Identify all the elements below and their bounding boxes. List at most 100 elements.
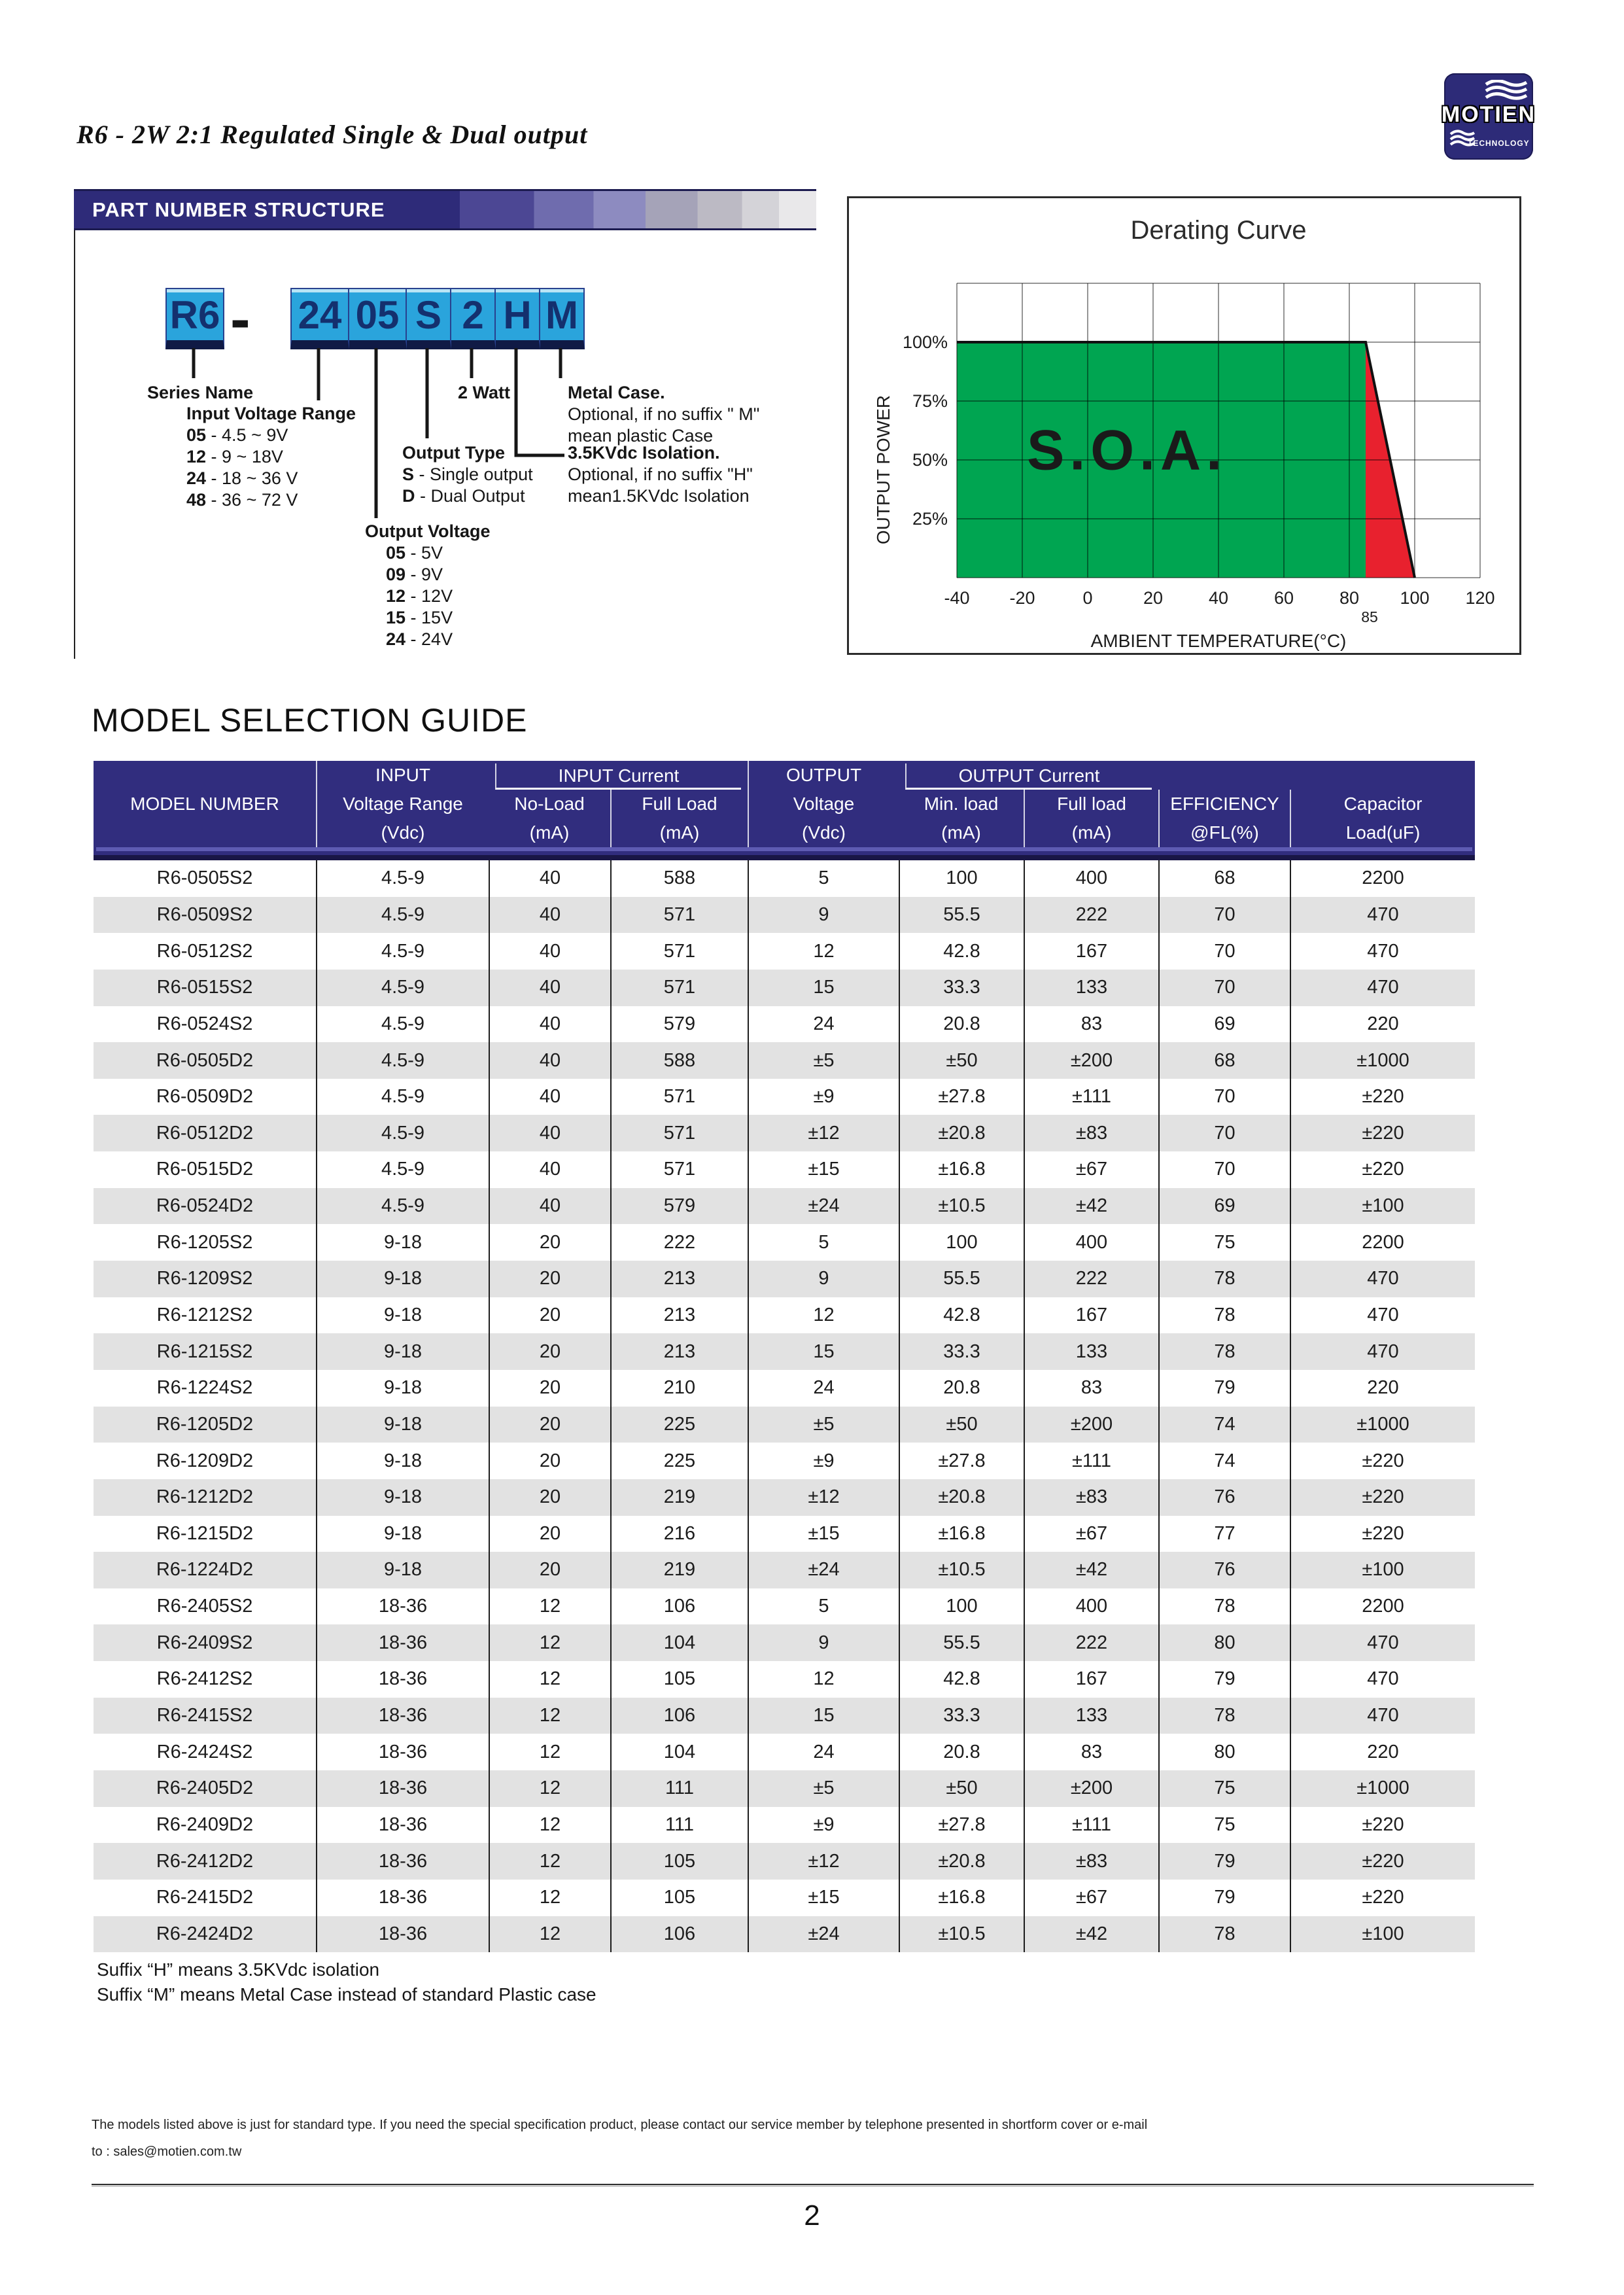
table-cell: ±67 [1024, 1515, 1158, 1552]
table-cell: 470 [1290, 933, 1475, 970]
x-tick-label: 60 [1274, 588, 1294, 608]
table-cell: 4.5-9 [316, 1078, 489, 1115]
table-cell: ±50 [899, 1770, 1024, 1807]
model-number-cell: R6-1212S2 [94, 1297, 316, 1334]
table-cell: 55.5 [899, 896, 1024, 934]
table-cell: 106 [610, 1916, 748, 1953]
x-tick-label: 40 [1209, 588, 1228, 608]
table-cell: 83 [1024, 1734, 1158, 1771]
table-cell: 78 [1158, 1261, 1290, 1297]
table-cell: 20 [489, 1333, 610, 1370]
derating-line [957, 341, 1416, 578]
table-cell: 588 [610, 1042, 748, 1079]
legend-item: 12 - 12V [386, 586, 453, 606]
table-cell: 133 [1024, 1333, 1158, 1370]
table-cell: 571 [610, 1115, 748, 1152]
table-cell: ±24 [748, 1552, 899, 1588]
watt-label: 2 Watt [458, 383, 510, 402]
table-cell: 40 [489, 1006, 610, 1043]
table-cell: 55.5 [899, 1624, 1024, 1662]
table-cell: ±12 [748, 1479, 899, 1516]
table-cell: ±83 [1024, 1479, 1158, 1516]
table-cell: ±15 [748, 1515, 899, 1552]
table-cell: ±220 [1290, 1151, 1475, 1188]
model-number-cell: R6-1224D2 [94, 1552, 316, 1588]
table-cell: 15 [748, 969, 899, 1006]
legend-item: 24 - 18 ~ 36 V [186, 468, 298, 488]
table-cell: 105 [610, 1661, 748, 1698]
table-cell: 69 [1158, 1187, 1290, 1225]
table-cell: 588 [610, 860, 748, 897]
x-tick-label: 80 [1339, 588, 1359, 608]
table-cell: 571 [610, 896, 748, 934]
table-cell: 40 [489, 860, 610, 897]
table-cell: 18-36 [316, 1697, 489, 1734]
col-header-model-number: MODEL NUMBER [130, 794, 279, 814]
metal-case-line: mean plastic Case [568, 426, 714, 446]
part-number-structure-banner: PART NUMBER STRUCTURE [74, 189, 816, 230]
table-cell: 9-18 [316, 1443, 489, 1479]
table-cell: 5 [748, 1224, 899, 1261]
table-cell: ±67 [1024, 1151, 1158, 1188]
table-cell: 42.8 [899, 1297, 1024, 1334]
table-cell: 20.8 [899, 1006, 1024, 1043]
table-cell: ±16.8 [899, 1151, 1024, 1188]
table-cell: 18-36 [316, 1588, 489, 1625]
table-cell: 470 [1290, 896, 1475, 934]
table-cell: ±5 [748, 1770, 899, 1807]
table-cell: 579 [610, 1187, 748, 1225]
table-cell: 79 [1158, 1661, 1290, 1698]
group-header-input-current: INPUT Current [495, 763, 741, 790]
table-cell: 4.5-9 [316, 1006, 489, 1043]
table-cell: 219 [610, 1479, 748, 1516]
table-cell: 33.3 [899, 1697, 1024, 1734]
table-cell: 9-18 [316, 1552, 489, 1588]
x-tick-label: -20 [1009, 588, 1035, 608]
model-number-cell: R6-2415D2 [94, 1879, 316, 1916]
table-cell: 9 [748, 1261, 899, 1297]
table-cell: 9-18 [316, 1261, 489, 1297]
x-tick-label-85: 85 [1361, 608, 1378, 625]
table-cell: ±16.8 [899, 1515, 1024, 1552]
table-cell: 75 [1158, 1224, 1290, 1261]
table-cell: 24 [748, 1369, 899, 1407]
table-cell: 104 [610, 1624, 748, 1662]
table-cell: 42.8 [899, 1661, 1024, 1698]
model-number-cell: R6-1209S2 [94, 1261, 316, 1297]
table-cell: 106 [610, 1588, 748, 1625]
table-cell: ±10.5 [899, 1552, 1024, 1588]
table-cell: 9-18 [316, 1333, 489, 1370]
table-cell: 213 [610, 1333, 748, 1370]
table-cell: 470 [1290, 1661, 1475, 1698]
table-cell: 55.5 [899, 1261, 1024, 1297]
x-tick-label: 0 [1082, 588, 1092, 608]
model-number-cell: R6-1209D2 [94, 1443, 316, 1479]
table-cell: 470 [1290, 1261, 1475, 1297]
table-cell: 75 [1158, 1770, 1290, 1807]
legend-item: S - Single output [402, 464, 533, 484]
table-cell: 74 [1158, 1443, 1290, 1479]
fineprint-line: to : sales@motien.com.tw [92, 2145, 242, 2159]
col-header-output-full-load: Full load (mA) [1024, 790, 1158, 847]
table-cell: 9-18 [316, 1369, 489, 1407]
table-cell: 40 [489, 1151, 610, 1188]
table-cell: 76 [1158, 1552, 1290, 1588]
part-number-structure-title: PART NUMBER STRUCTURE [92, 198, 385, 221]
table-cell: ±10.5 [899, 1916, 1024, 1953]
legend-item: 24 - 24V [386, 629, 453, 649]
output-voltage-block: Output Voltage 05 - 5V 09 - 9V 12 - 12V 15 … [365, 521, 490, 650]
col-header-efficiency: EFFICIENCY @FL(%) [1158, 790, 1290, 847]
table-cell: 76 [1158, 1479, 1290, 1516]
input-voltage-range-title: Input Voltage Range [186, 404, 356, 423]
table-cell: 4.5-9 [316, 860, 489, 897]
table-cell: 9 [748, 896, 899, 934]
motien-logo: MOTIEN TECHNOLOGY [1442, 73, 1534, 160]
table-cell: 70 [1158, 933, 1290, 970]
table-cell: ±9 [748, 1443, 899, 1479]
table-cell: 40 [489, 1115, 610, 1152]
table-header: MODEL NUMBER INPUT Voltage Range (Vdc) INP… [94, 761, 1475, 860]
fineprint-line: The models listed above is just for stan… [92, 2118, 1148, 2132]
table-cell: 18-36 [316, 1770, 489, 1807]
table-cell: 100 [899, 860, 1024, 897]
table-cell: 12 [489, 1624, 610, 1662]
